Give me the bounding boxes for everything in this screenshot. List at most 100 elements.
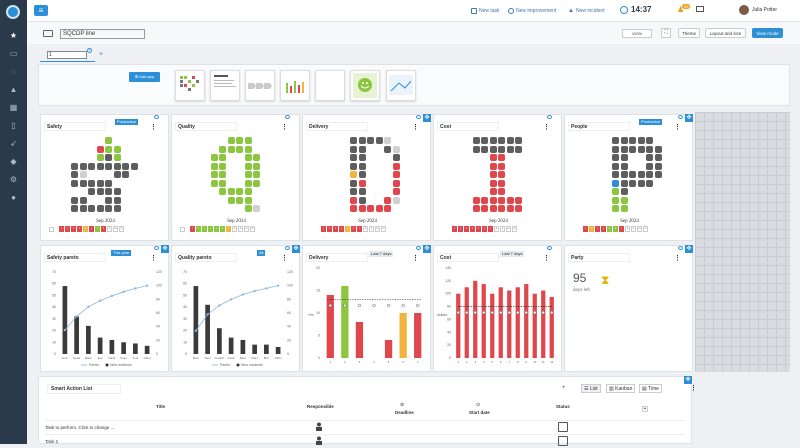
day-cell[interactable] — [122, 171, 129, 178]
day-cell[interactable] — [358, 162, 366, 170]
day-cell[interactable] — [113, 205, 121, 212]
day-cell[interactable] — [637, 145, 645, 153]
kebab-menu-icon[interactable]: ⋮ — [150, 124, 157, 131]
strip-day[interactable]: 4 — [470, 226, 475, 232]
strip-day[interactable]: 2 — [65, 226, 70, 232]
day-cell[interactable] — [384, 196, 391, 204]
day-cell[interactable] — [506, 137, 514, 144]
day-cell[interactable] — [236, 196, 243, 204]
view-mode-button[interactable]: View mode — [752, 28, 783, 38]
day-cell[interactable] — [620, 154, 628, 161]
strip-day[interactable]: 5 — [607, 226, 612, 232]
day-cell[interactable] — [646, 145, 653, 153]
day-cell[interactable] — [105, 205, 112, 212]
day-cell[interactable] — [79, 205, 87, 212]
gears-icon[interactable]: ⚙ — [9, 174, 18, 184]
strip-day[interactable]: 2 — [458, 226, 463, 232]
day-cell[interactable] — [71, 179, 78, 187]
zoom-select[interactable]: 100% — [622, 29, 652, 38]
day-cell[interactable] — [227, 188, 235, 195]
day-cell[interactable] — [96, 154, 104, 161]
strip-day[interactable]: 1 — [452, 226, 457, 232]
chat-icon[interactable]: ● — [11, 192, 16, 202]
day-cell[interactable] — [620, 145, 628, 153]
day-cell[interactable] — [244, 179, 252, 187]
day-cell[interactable] — [244, 154, 252, 161]
day-cell[interactable] — [244, 137, 252, 144]
move-handle-icon[interactable]: ✥ — [685, 245, 693, 253]
warning-icon[interactable]: ▲ — [9, 84, 18, 94]
eye-icon[interactable] — [285, 115, 290, 119]
day-cell[interactable] — [79, 162, 87, 170]
day-cell[interactable] — [105, 145, 112, 153]
day-cell[interactable] — [105, 137, 112, 144]
new-task-link[interactable]: New task — [471, 6, 500, 16]
strip-day[interactable]: 3 — [71, 226, 76, 232]
add-tab-icon[interactable]: + — [99, 51, 104, 58]
day-cell[interactable] — [88, 188, 95, 195]
day-cell[interactable] — [358, 154, 366, 161]
day-cell[interactable] — [620, 196, 628, 204]
strip-day[interactable]: 6 — [613, 226, 618, 232]
day-cell[interactable] — [612, 137, 619, 144]
day-cell[interactable] — [629, 179, 636, 187]
day-cell[interactable] — [481, 145, 488, 153]
card-cost-chart[interactable]: Cost Last 7 days ⋮ 0 20 40 60 80 100 120 140 dol… — [433, 245, 562, 372]
day-cell[interactable] — [88, 162, 95, 170]
view-kanban-tab[interactable]: ▥ Kanban — [606, 384, 636, 393]
strip-day[interactable]: 10 — [506, 226, 511, 232]
day-cell[interactable] — [489, 179, 497, 187]
col-title[interactable]: Title — [156, 404, 166, 409]
day-cell[interactable] — [620, 205, 628, 212]
new-improvement-link[interactable]: New improvement — [508, 6, 556, 16]
app-thumb-image[interactable] — [386, 70, 416, 101]
strip-day[interactable]: 8 — [625, 226, 630, 232]
day-cell[interactable] — [498, 162, 505, 170]
day-cell[interactable] — [236, 145, 243, 153]
day-cell[interactable] — [113, 171, 121, 178]
kebab-menu-icon[interactable]: ⋮ — [674, 124, 681, 131]
strip-day[interactable]: 11 — [381, 226, 386, 232]
day-cell[interactable] — [612, 205, 619, 212]
strip-day[interactable]: 2 — [327, 226, 332, 232]
move-handle-icon[interactable]: ✥ — [423, 245, 431, 253]
day-cell[interactable] — [646, 137, 653, 144]
strip-day[interactable]: 8 — [232, 226, 237, 232]
day-cell[interactable] — [350, 179, 357, 187]
day-cell[interactable] — [620, 179, 628, 187]
strip-day[interactable]: 1 — [321, 226, 326, 232]
strip-day[interactable]: 9 — [500, 226, 505, 232]
strip-day[interactable]: 6 — [351, 226, 356, 232]
tab-close-icon[interactable]: × — [87, 48, 92, 53]
day-cell[interactable] — [71, 171, 78, 178]
strip-day[interactable]: 3 — [202, 226, 207, 232]
day-cell[interactable] — [620, 188, 628, 195]
day-cell[interactable] — [358, 196, 366, 204]
day-cell[interactable] — [506, 205, 514, 212]
day-cell[interactable] — [71, 162, 78, 170]
day-cell[interactable] — [620, 162, 628, 170]
day-cell[interactable] — [612, 162, 619, 170]
add-icon[interactable]: + — [562, 385, 566, 391]
day-cell[interactable] — [105, 154, 112, 161]
monitor-icon[interactable]: ▭ — [9, 48, 18, 58]
kebab-menu-icon[interactable]: ⋮ — [412, 255, 419, 262]
day-cell[interactable] — [515, 196, 522, 204]
add-column-icon[interactable]: + — [642, 406, 648, 412]
day-cell[interactable] — [654, 145, 662, 153]
day-cell[interactable] — [105, 179, 112, 187]
strip-day[interactable]: 4 — [339, 226, 344, 232]
strip-day[interactable]: 11 — [119, 226, 124, 232]
day-cell[interactable] — [253, 162, 260, 170]
eye-icon[interactable] — [678, 246, 683, 250]
day-cell[interactable] — [244, 205, 252, 212]
kebab-menu-icon[interactable]: ⋮ — [150, 255, 157, 262]
day-cell[interactable] — [236, 137, 243, 144]
day-cell[interactable] — [637, 171, 645, 178]
strip-day[interactable]: 11 — [643, 226, 648, 232]
day-cell[interactable] — [506, 196, 514, 204]
day-cell[interactable] — [122, 162, 129, 170]
day-cell[interactable] — [498, 145, 505, 153]
new-incident-link[interactable]: ▲ New incident — [568, 6, 605, 16]
